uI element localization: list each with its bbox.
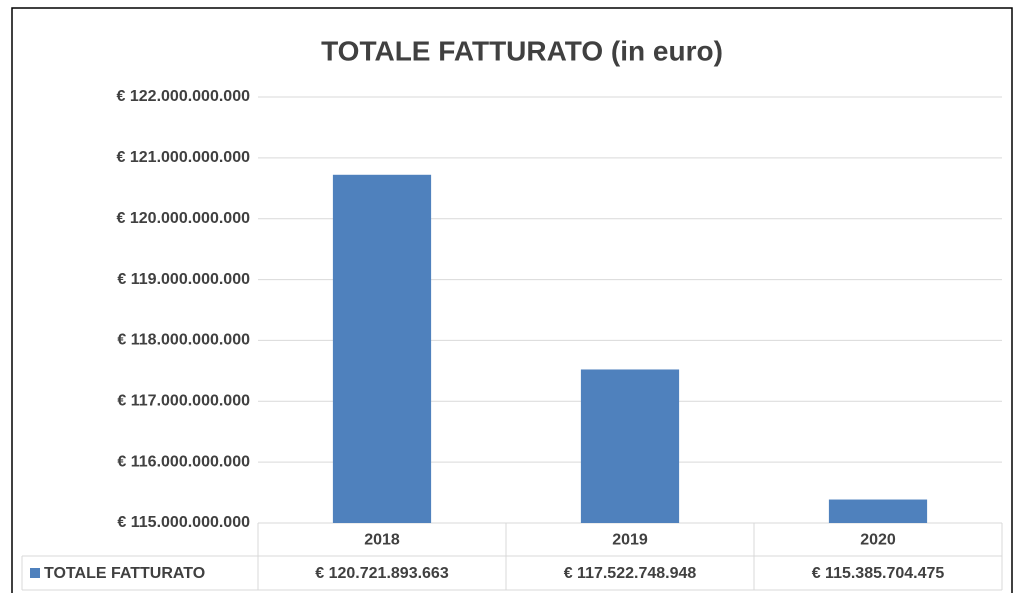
y-tick-label: € 122.000.000.000 <box>117 88 251 105</box>
chart-title: TOTALE FATTURATO (in euro) <box>321 35 723 66</box>
y-tick-label: € 117.000.000.000 <box>117 393 250 410</box>
bar <box>580 369 680 523</box>
legend-key <box>30 568 40 578</box>
y-tick-label: € 116.000.000.000 <box>117 453 250 470</box>
x-tick-label: 2020 <box>860 532 896 549</box>
legend-label: TOTALE FATTURATO <box>44 565 205 582</box>
y-tick-label: € 118.000.000.000 <box>117 332 250 349</box>
x-tick-label: 2018 <box>364 532 400 549</box>
y-tick-label: € 115.000.000.000 <box>117 514 250 531</box>
x-tick-label: 2019 <box>612 532 648 549</box>
y-tick-label: € 119.000.000.000 <box>117 271 250 288</box>
bar <box>828 499 928 523</box>
data-table-value: € 120.721.893.663 <box>315 565 449 582</box>
chart-frame <box>11 7 1013 593</box>
y-tick-label: € 120.000.000.000 <box>117 210 251 227</box>
y-tick-label: € 121.000.000.000 <box>117 149 251 166</box>
data-table-value: € 117.522.748.948 <box>564 565 697 582</box>
data-table-value: € 115.385.704.475 <box>812 565 945 582</box>
bar <box>332 174 432 523</box>
